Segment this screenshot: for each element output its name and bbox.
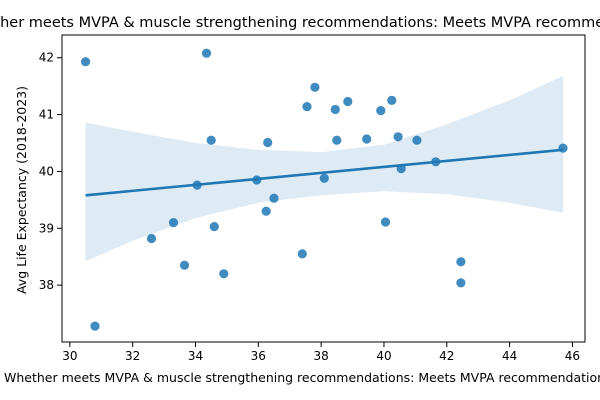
data-point-3 <box>168 218 179 228</box>
x-axis-label: Whether meets MVPA & muscle strengthenin… <box>4 370 600 385</box>
data-point-19 <box>332 135 342 145</box>
x-tick-label-42: 42 <box>439 349 454 363</box>
y-tick-label-39: 39 <box>39 221 54 235</box>
axes-frame <box>61 34 586 343</box>
data-point-12 <box>263 137 273 148</box>
data-point-30 <box>456 278 466 288</box>
data-point-16 <box>310 82 320 92</box>
x-tick-label-44: 44 <box>502 349 517 363</box>
x-tick-label-34: 34 <box>188 349 203 363</box>
x-tick-label-38: 38 <box>314 349 329 363</box>
data-point-27 <box>412 135 422 145</box>
y-tick-label-41: 41 <box>39 108 54 122</box>
data-point-14 <box>297 249 307 259</box>
data-point-4 <box>179 260 190 270</box>
data-point-29 <box>456 257 466 267</box>
data-point-2 <box>146 233 157 244</box>
x-tick-label-36: 36 <box>251 349 266 363</box>
data-point-6 <box>201 48 212 58</box>
data-point-1 <box>90 321 100 331</box>
data-point-21 <box>362 134 372 144</box>
data-point-25 <box>393 132 403 142</box>
y-tick-label-40: 40 <box>39 164 54 178</box>
confidence-band <box>85 75 563 262</box>
data-point-0 <box>81 57 91 67</box>
y-tick-label-42: 42 <box>39 51 54 65</box>
data-point-7 <box>206 135 216 145</box>
data-point-20 <box>343 96 353 107</box>
data-point-15 <box>302 102 312 112</box>
data-point-18 <box>330 104 340 115</box>
plot-area: 30 32 34 36 38 40 42 44 46 38 39 40 41 42 <box>39 34 586 363</box>
data-point-8 <box>209 222 219 232</box>
chart-title: Whether meets MVPA & muscle strengthenin… <box>0 15 600 31</box>
x-tick-label-40: 40 <box>376 349 391 363</box>
data-point-9 <box>219 269 229 279</box>
data-point-17 <box>319 173 329 183</box>
data-point-24 <box>387 95 397 105</box>
regression-line <box>85 148 564 197</box>
data-point-22 <box>376 106 386 116</box>
data-point-13 <box>269 193 279 203</box>
x-tick-label-46: 46 <box>565 349 580 363</box>
y-axis-label: Avg Life Expectancy (2018-2023) <box>14 86 29 294</box>
data-point-23 <box>380 217 391 227</box>
data-point-11 <box>261 206 271 216</box>
x-tick-label-32: 32 <box>125 349 140 363</box>
y-tick-label-38: 38 <box>39 278 54 292</box>
x-tick-label-30: 30 <box>62 349 77 363</box>
